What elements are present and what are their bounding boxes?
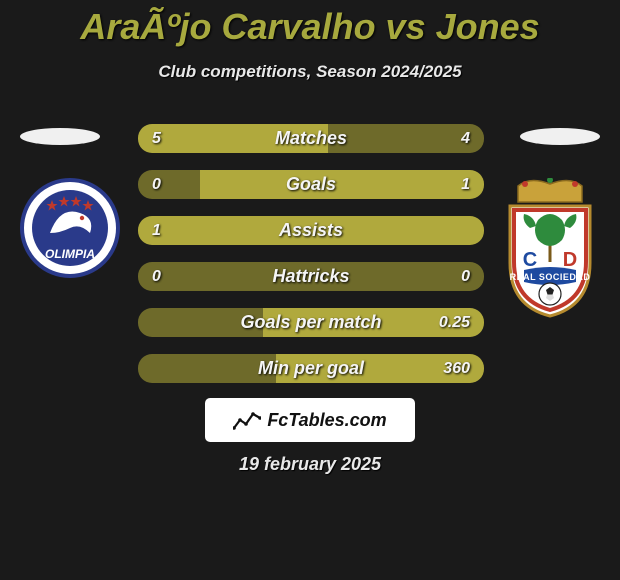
stat-label: Assists (138, 216, 484, 245)
svg-text:REAL SOCIEDAD: REAL SOCIEDAD (510, 272, 591, 282)
stat-row: Assists1 (138, 216, 484, 245)
stat-value-left: 5 (152, 124, 161, 153)
stat-value-left: 0 (152, 262, 161, 291)
club-crest-left: OLIMPIA (20, 178, 120, 278)
stat-value-right: 360 (443, 354, 470, 383)
svg-text:OLIMPIA: OLIMPIA (45, 247, 95, 261)
branding-icon (233, 410, 261, 430)
stat-value-right: 4 (461, 124, 470, 153)
snapshot-date: 19 february 2025 (0, 454, 620, 475)
stat-row: Goals per match0.25 (138, 308, 484, 337)
svg-text:C: C (523, 249, 537, 271)
subtitle: Club competitions, Season 2024/2025 (0, 62, 620, 82)
country-flag-left (20, 128, 100, 145)
stat-value-left: 1 (152, 216, 161, 245)
stat-label: Goals (138, 170, 484, 199)
page-title: AraÃºjo Carvalho vs Jones (0, 0, 620, 48)
stat-value-left: 0 (152, 170, 161, 199)
stats-section: Matches54Goals01Assists1Hattricks00Goals… (138, 124, 484, 400)
stat-label: Min per goal (138, 354, 484, 383)
club-crest-right: C D REAL SOCIEDAD (500, 178, 600, 318)
stat-value-right: 1 (461, 170, 470, 199)
stat-value-right: 0 (461, 262, 470, 291)
stat-row: Min per goal360 (138, 354, 484, 383)
stat-value-right: 0.25 (439, 308, 470, 337)
stat-label: Goals per match (138, 308, 484, 337)
stat-label: Matches (138, 124, 484, 153)
stat-row: Goals0 1 (138, 170, 484, 199)
svg-text:D: D (563, 249, 577, 271)
branding-text: FcTables.com (267, 410, 386, 431)
country-flag-right (520, 128, 600, 145)
stat-label: Hattricks (138, 262, 484, 291)
branding-badge: FcTables.com (205, 398, 415, 442)
stat-row: Hattricks0 0 (138, 262, 484, 291)
stat-row: Matches5 4 (138, 124, 484, 153)
